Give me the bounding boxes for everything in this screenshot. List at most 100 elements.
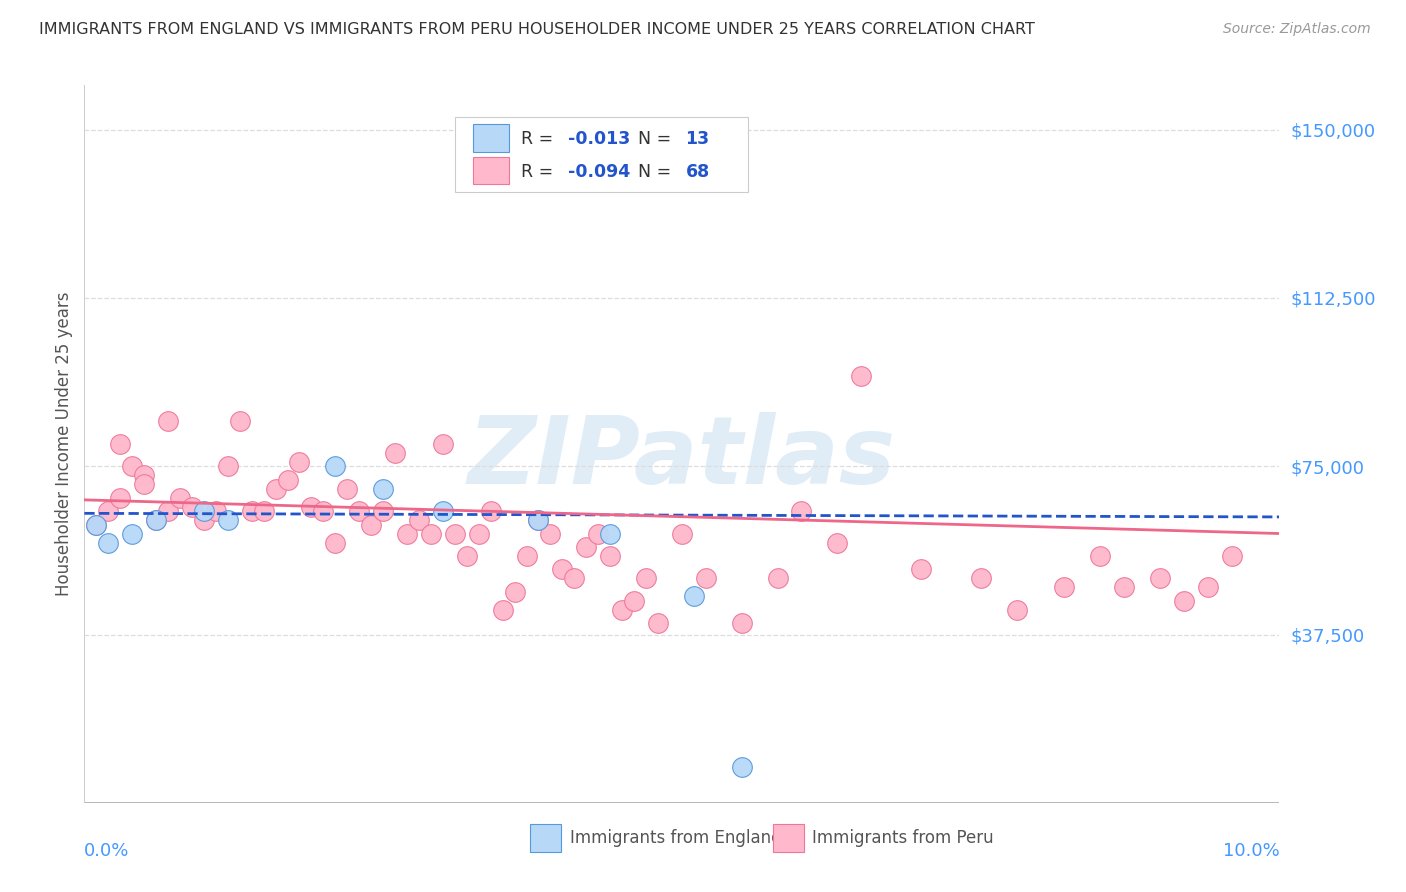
Text: -0.013: -0.013 [568,130,631,148]
Point [157,504,180,518]
Point [1114,581,1136,595]
Point [599,526,621,541]
Point [456,549,478,563]
Point [86,517,108,532]
Point [1090,549,1112,563]
Point [766,571,789,585]
Point [86,517,108,532]
Point [110,491,132,505]
Point [1197,581,1219,595]
Point [288,455,311,469]
Point [228,414,252,428]
Point [527,513,550,527]
FancyBboxPatch shape [530,824,561,852]
Point [240,504,263,518]
Point [217,459,239,474]
Point [264,482,287,496]
Point [110,436,132,450]
Text: R =: R = [520,130,558,148]
Point [420,526,443,541]
Point [325,535,347,549]
Text: IMMIGRANTS FROM ENGLAND VS IMMIGRANTS FROM PERU HOUSEHOLDER INCOME UNDER 25 YEAR: IMMIGRANTS FROM ENGLAND VS IMMIGRANTS FR… [39,22,1035,37]
Point [612,603,634,617]
Point [97,504,120,518]
Point [121,459,143,474]
Point [97,535,120,549]
Point [145,513,167,527]
Point [205,504,228,518]
Point [492,603,515,617]
Point [432,436,454,450]
Point [181,500,204,514]
Point [396,526,419,541]
Text: 13: 13 [686,130,710,148]
Point [145,513,167,527]
Point [1220,549,1243,563]
Point [373,504,395,518]
Point [336,482,359,496]
Point [121,526,143,541]
Point [564,571,586,585]
Text: Immigrants from Peru: Immigrants from Peru [813,829,994,847]
Point [695,571,717,585]
Text: 10.0%: 10.0% [1223,842,1279,860]
Point [671,526,693,541]
Point [588,526,610,541]
Point [301,500,323,514]
Point [731,760,754,774]
Point [790,504,813,518]
FancyBboxPatch shape [773,824,804,852]
Point [132,477,156,491]
Point [851,369,873,384]
Point [444,526,467,541]
FancyBboxPatch shape [472,157,509,185]
Point [132,468,156,483]
Text: ZIPatlas: ZIPatlas [468,412,896,504]
Point [683,590,706,604]
Point [157,414,180,428]
Point [636,571,658,585]
Point [551,562,574,576]
Y-axis label: Householder Income Under 25 years: Householder Income Under 25 years [55,292,73,596]
Point [575,540,598,554]
Text: R =: R = [520,163,558,181]
Point [527,513,550,527]
Point [468,526,491,541]
Point [516,549,538,563]
Point [599,549,621,563]
Point [277,473,299,487]
Point [169,491,191,505]
Point [503,585,526,599]
Point [1149,571,1171,585]
Point [540,526,562,541]
Text: N =: N = [638,130,676,148]
Text: -0.094: -0.094 [568,163,631,181]
Point [373,482,395,496]
Point [970,571,993,585]
Point [1173,594,1195,608]
Point [623,594,645,608]
Point [384,446,406,460]
Point [647,616,669,631]
Point [1053,581,1076,595]
Point [910,562,932,576]
Point [349,504,371,518]
Text: N =: N = [638,163,676,181]
Point [193,504,215,518]
Text: 0.0%: 0.0% [84,842,129,860]
Point [360,517,382,532]
Point [827,535,849,549]
Point [253,504,276,518]
Text: Immigrants from England: Immigrants from England [569,829,782,847]
Point [1005,603,1028,617]
Point [312,504,335,518]
Point [479,504,502,518]
Text: 68: 68 [686,163,710,181]
FancyBboxPatch shape [456,117,748,193]
Point [432,504,454,518]
FancyBboxPatch shape [472,124,509,152]
Point [325,459,347,474]
Point [408,513,430,527]
Text: Source: ZipAtlas.com: Source: ZipAtlas.com [1223,22,1371,37]
Point [731,616,754,631]
